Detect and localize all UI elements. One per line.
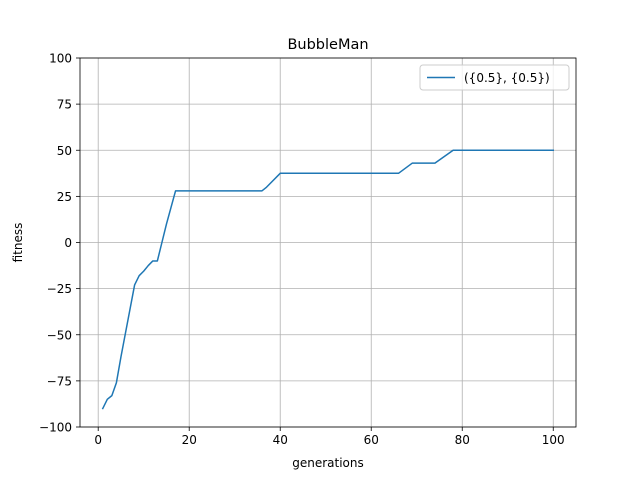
chart-title: BubbleMan	[287, 37, 368, 53]
y-tick-label-6: 50	[57, 144, 72, 158]
x-tick-label-5: 100	[542, 433, 565, 447]
y-tick-label-5: 25	[57, 190, 72, 204]
y-tick-label-0: −100	[39, 421, 72, 435]
x-tick-label-0: 0	[94, 433, 102, 447]
series-layer	[101, 149, 554, 410]
y-tick-label-1: −75	[47, 374, 72, 388]
y-tick-label-8: 100	[49, 52, 72, 66]
y-tick-label-2: −50	[47, 328, 72, 342]
legend-box	[419, 64, 570, 91]
legend-entry-label: ({0.5}, {0.5})	[464, 71, 550, 85]
x-tick-label-3: 60	[364, 433, 379, 447]
x-tick-label-1: 20	[182, 433, 197, 447]
x-tick-label-4: 80	[455, 433, 470, 447]
ticks: 0 20 40 60 80 100 −100 −75 −50 −25 0 25 50 75 100	[39, 52, 565, 448]
y-tick-label-3: −25	[47, 282, 72, 296]
x-axis-label: generations	[292, 456, 364, 470]
y-tick-label-4: 0	[64, 236, 72, 250]
series-line-0	[101, 149, 554, 410]
x-tick-label-2: 40	[273, 433, 288, 447]
y-axis-label: fitness	[11, 223, 25, 263]
legend: ({0.5}, {0.5})	[419, 64, 570, 91]
y-tick-label-7: 75	[57, 98, 72, 112]
